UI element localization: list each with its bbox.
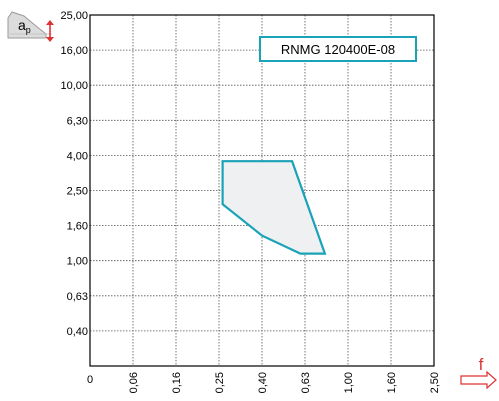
- x-tick-label: 0,06: [128, 372, 140, 393]
- chart-title: RNMG 120400E-08: [281, 42, 395, 57]
- y-tick-label: 1,60: [67, 221, 88, 233]
- depth-arrowhead-down: [46, 37, 54, 42]
- x-tick-label: 1,00: [343, 372, 355, 393]
- x-tick-label: 0,25: [214, 372, 226, 393]
- x-tick-label: 2,50: [429, 372, 441, 393]
- y-tick-label: 0,63: [67, 291, 88, 303]
- chart-title-box: RNMG 120400E-08: [259, 36, 417, 62]
- right-arrow-icon: [460, 370, 497, 390]
- y-tick-label: 2,50: [67, 186, 88, 198]
- x-axis-label: f: [479, 355, 484, 374]
- insert-shape: [7, 11, 47, 39]
- x-tick-label: 1,60: [386, 372, 398, 393]
- x-tick-labels: 0,06 0,16 0,25 0,40 0,63 1,00 1,60 2,50: [128, 372, 441, 393]
- chart-title-frame: [259, 36, 417, 62]
- application-region-polygon: [221, 160, 327, 255]
- x-tick-label: 0,40: [257, 372, 269, 393]
- y-tick-label: 6,30: [67, 115, 88, 127]
- plot-frame: [89, 14, 435, 367]
- depth-arrowhead-up: [46, 20, 54, 25]
- x-tick-label: 0,16: [171, 372, 183, 393]
- y-tick-labels: 0 0,40 0,63 1,00 1,60 2,50 4,00 6,30 10,00 16,00 2…: [60, 10, 93, 386]
- y-tick-label: 0,40: [67, 326, 88, 338]
- insert-depth-of-cut-icon: ap: [7, 11, 54, 42]
- y-tick-label: 25,00: [60, 10, 88, 22]
- y-tick-label: 10,00: [60, 80, 88, 92]
- application-region: [221, 160, 327, 255]
- y-tick-label: 16,00: [60, 45, 88, 57]
- y-tick-label: 1,00: [67, 256, 88, 268]
- x-tick-label: 0,63: [300, 372, 312, 393]
- y-axis-label: ap: [18, 17, 31, 35]
- feed-axis-label: f: [460, 355, 497, 390]
- y-tick-label: 0: [87, 374, 93, 386]
- chart-grid: [90, 15, 434, 366]
- y-tick-label: 4,00: [67, 150, 88, 162]
- chart-axes: [89, 14, 435, 367]
